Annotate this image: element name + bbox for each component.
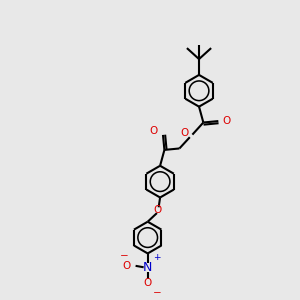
Text: −: −	[153, 288, 162, 298]
Text: O: O	[222, 116, 230, 126]
Text: O: O	[144, 278, 152, 288]
Text: O: O	[154, 205, 162, 214]
Text: N: N	[143, 261, 152, 274]
Text: −: −	[119, 250, 128, 261]
Text: O: O	[180, 128, 188, 139]
Text: O: O	[149, 126, 158, 136]
Text: +: +	[153, 254, 160, 262]
Text: O: O	[122, 261, 130, 271]
